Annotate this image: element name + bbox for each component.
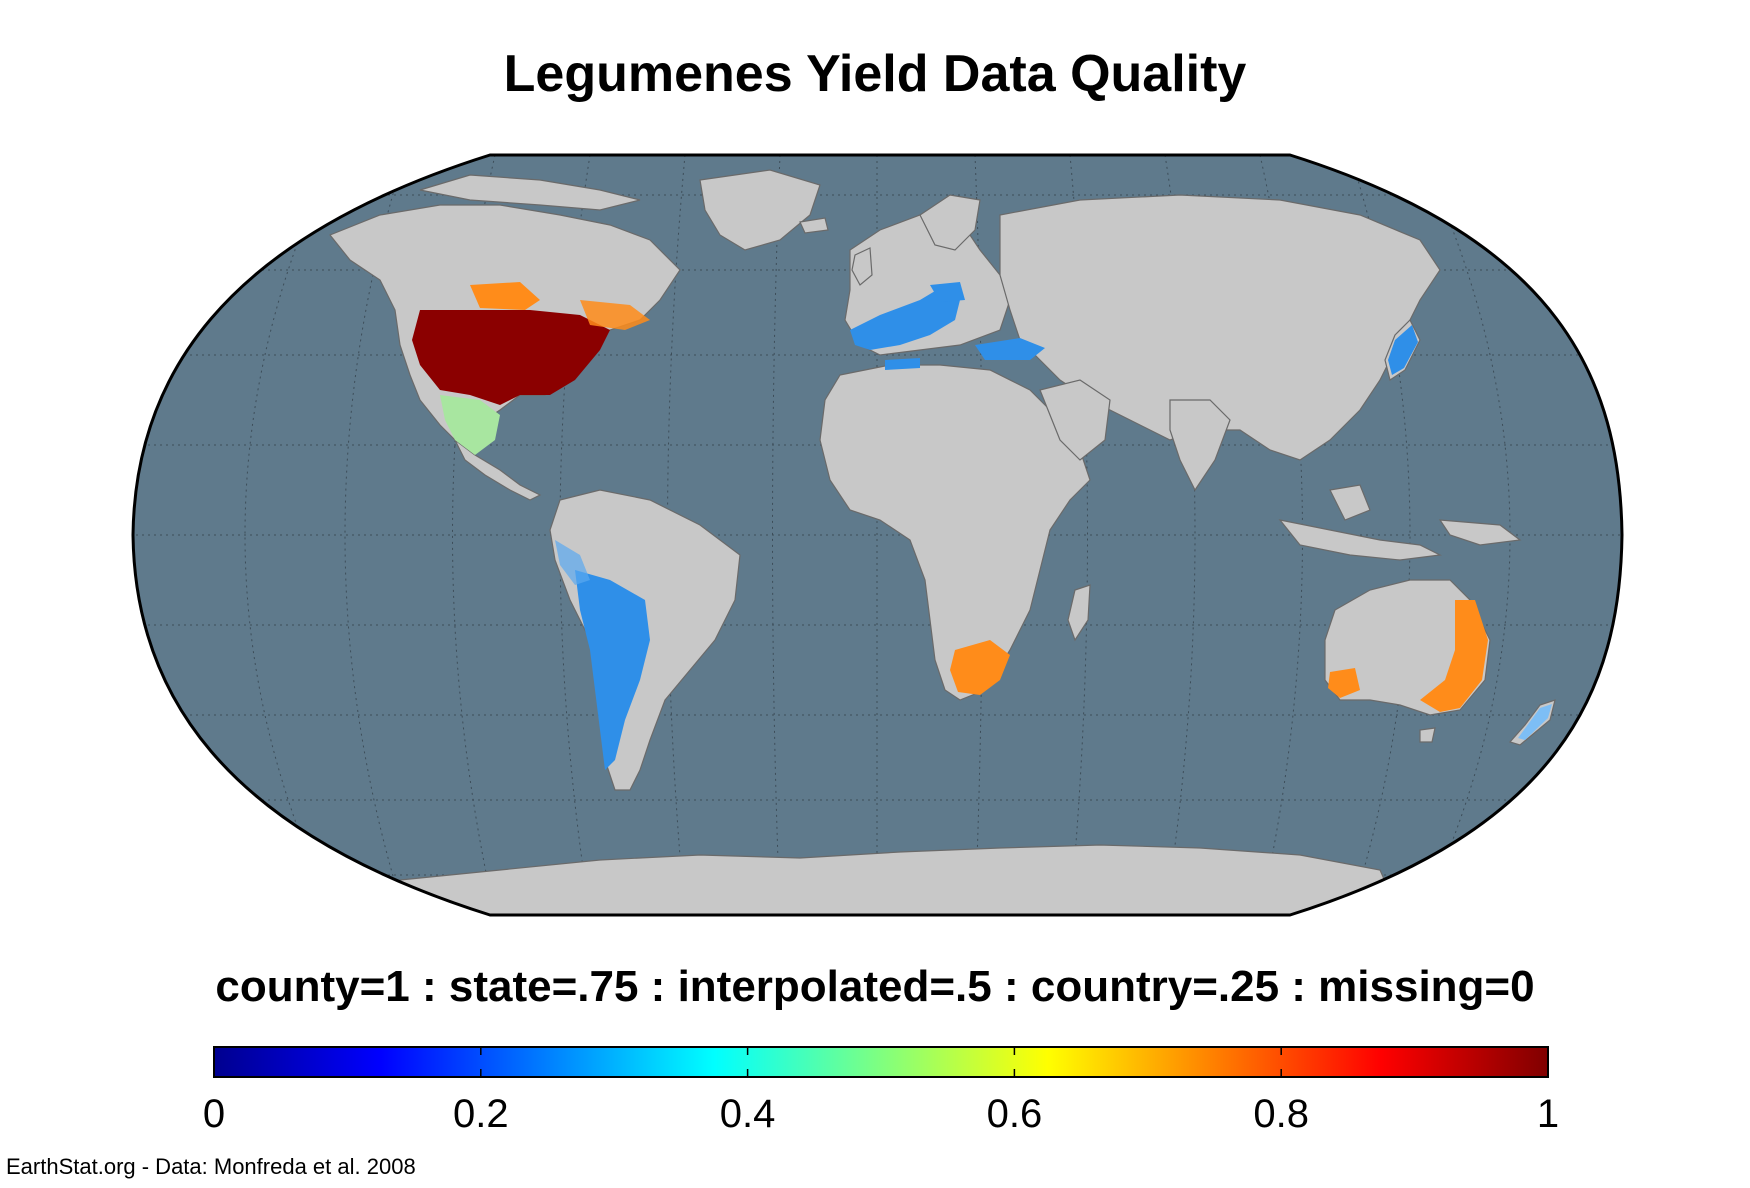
canada-east-state-data [580,300,650,330]
europe-country-data [850,285,960,350]
south-africa-state-data [950,640,1010,695]
poland-country-data [930,282,965,302]
asia [999,194,1441,461]
arabia [1039,379,1111,461]
canada-state-data [470,282,540,310]
central-america [454,439,542,501]
indonesia [1278,519,1443,561]
colorbar-tick-label: 0.4 [720,1092,776,1136]
japan-country-data [1388,325,1418,375]
colorbar-ticks: 0 0.2 0.4 0.6 0.8 1 [203,1047,1559,1136]
colorbar-tick-label: 0.2 [453,1092,509,1136]
usa-county-data [412,310,610,405]
quality-overlay [412,282,1552,770]
australia-west-state-data [1328,668,1360,698]
australia-east-state-data [1420,600,1488,712]
new-zealand-country-data [1518,704,1552,740]
colorbar-tick-label: 0.6 [987,1092,1043,1136]
india [1169,399,1231,492]
peru-country-data [555,540,590,585]
north-africa-country-data [885,358,920,370]
mexico-interpolated-data [440,395,500,455]
turkey-country-data [975,338,1045,360]
data-credit: EarthStat.org - Data: Monfreda et al. 20… [6,1154,416,1179]
new-guinea [1438,519,1522,546]
map-title: Legumenes Yield Data Quality [503,45,1247,103]
scandinavia [919,194,981,251]
iceland [799,217,829,234]
borneo [1329,484,1371,521]
quality-scale-caption: county=1 : state=.75 : interpolated=.5 :… [215,962,1535,1011]
madagascar [1067,584,1091,642]
globe-outline [131,153,1624,917]
argentina-country-data [575,570,650,770]
greenland [699,169,821,251]
colorbar-tick-label: 0 [203,1092,225,1136]
tasmania [1419,727,1436,743]
colorbar-tick-label: 0.8 [1253,1092,1309,1136]
arctic-islands [419,174,641,211]
colorbar-gradient [213,1046,1549,1078]
great-britain [851,247,873,286]
colorbar-tick-label: 1 [1537,1092,1559,1136]
map-layers [133,155,1622,915]
